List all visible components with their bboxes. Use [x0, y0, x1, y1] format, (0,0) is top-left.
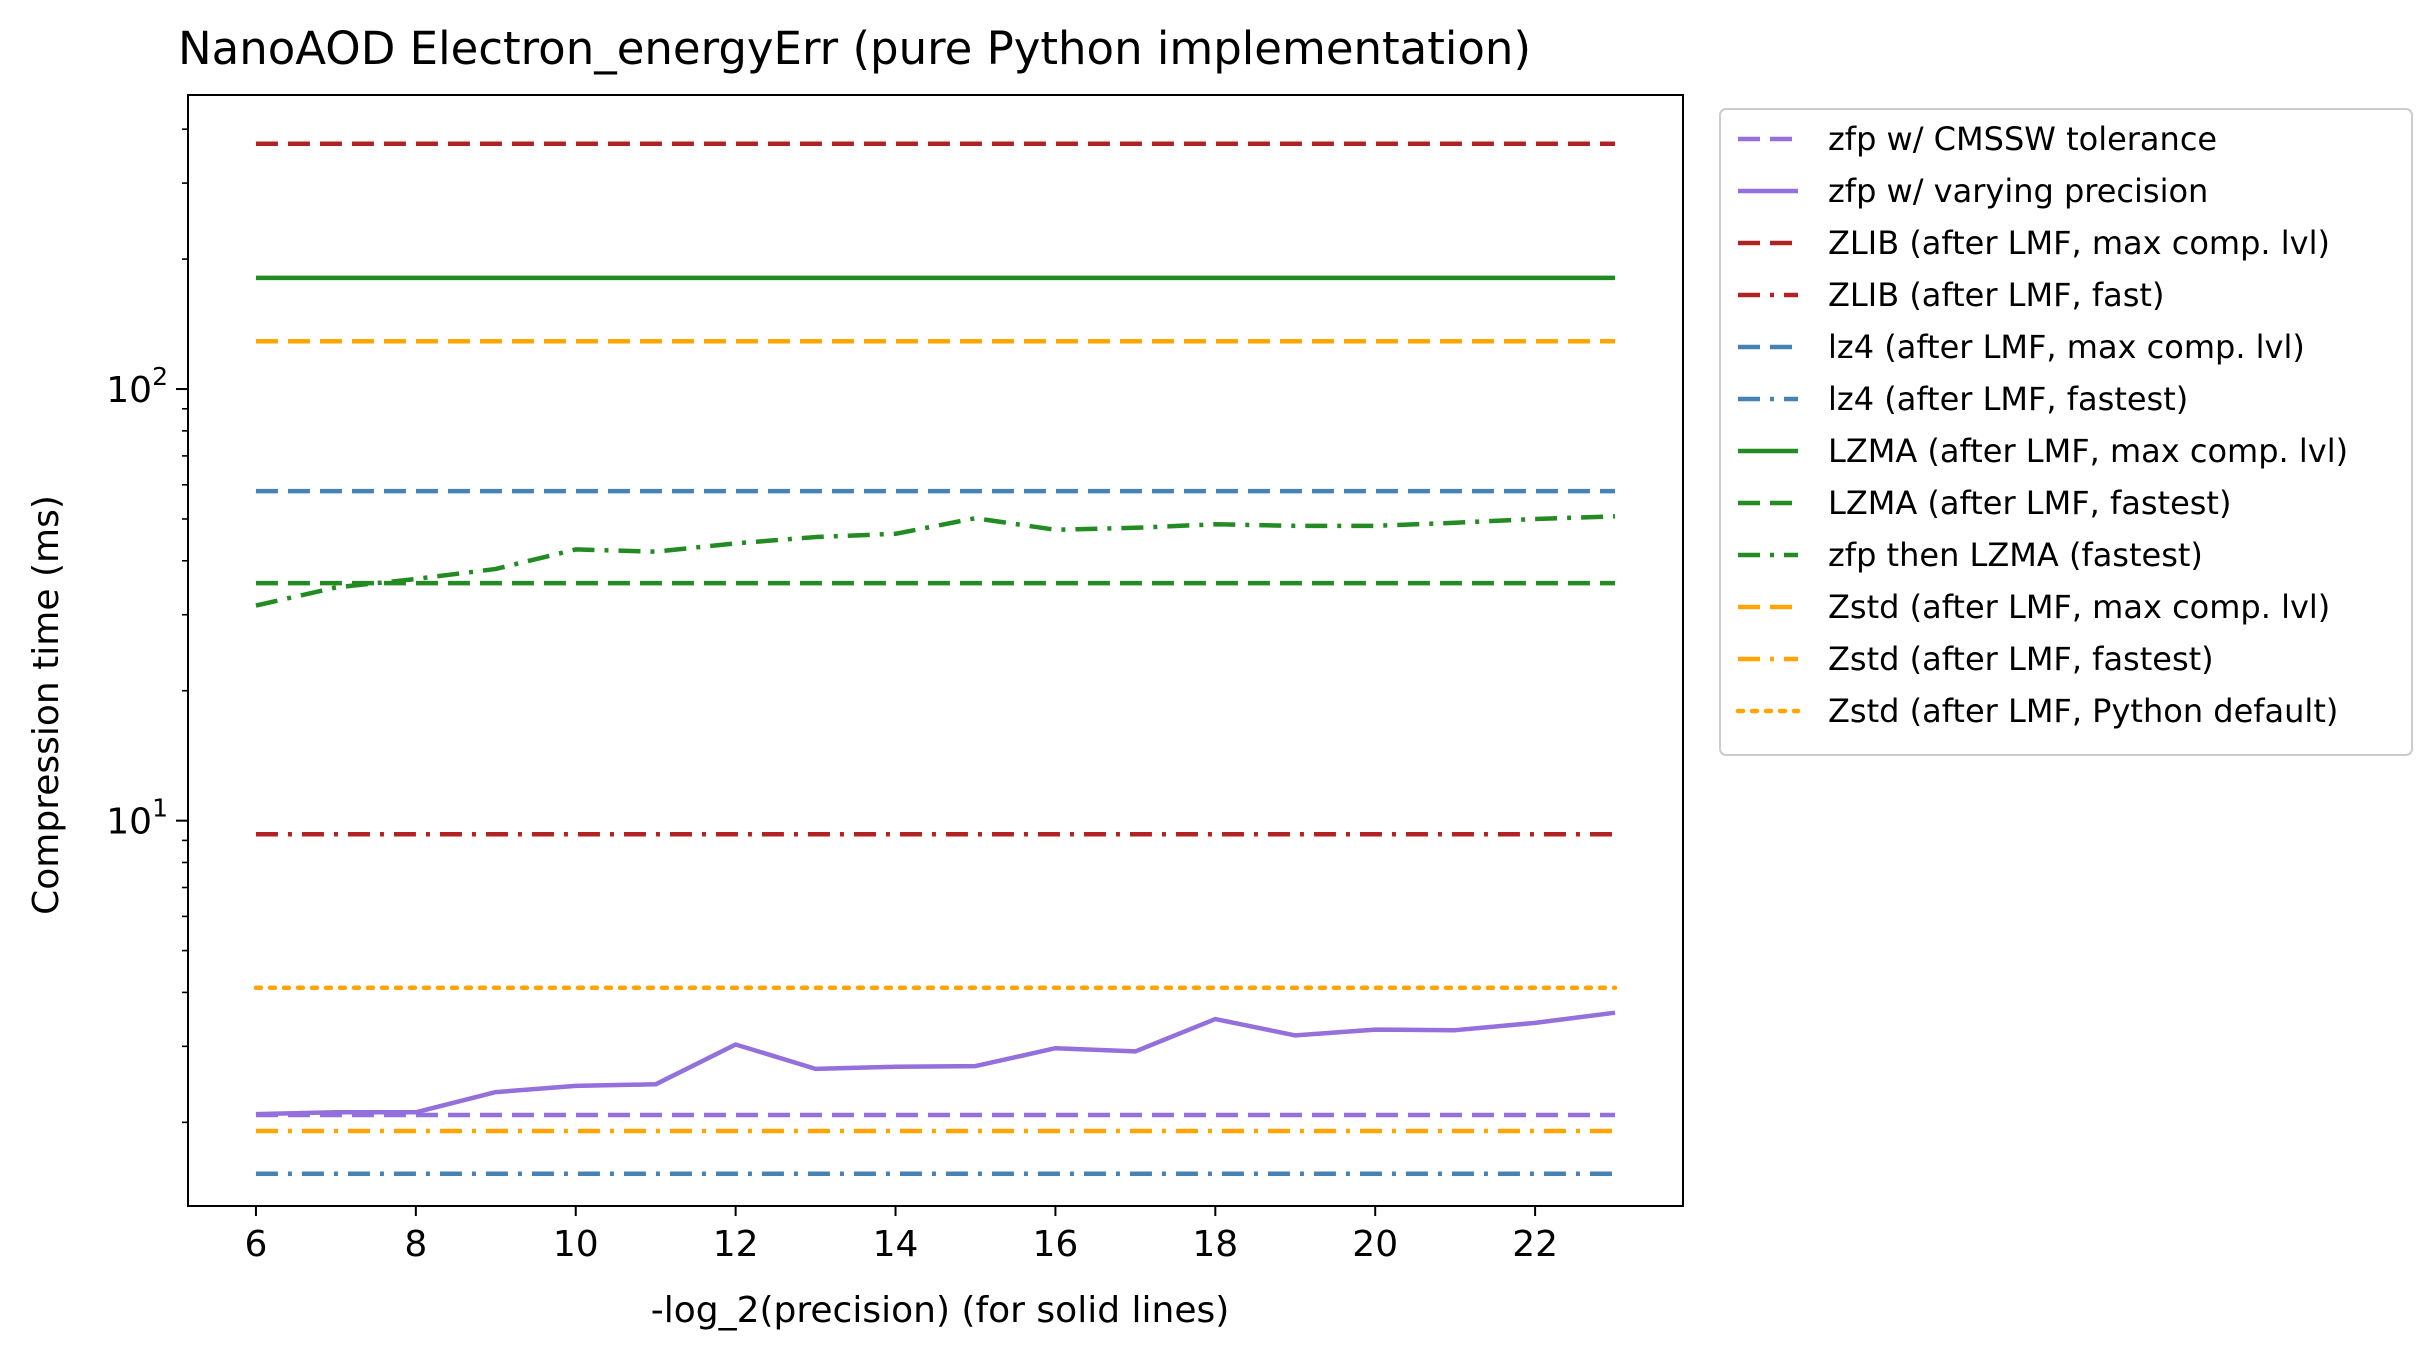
legend-label-3: ZLIB (after LMF, fast): [1828, 276, 2164, 314]
legend-label-2: ZLIB (after LMF, max comp. lvl): [1828, 224, 2330, 262]
x-tick-label-12: 12: [713, 1224, 759, 1265]
legend-label-11: Zstd (after LMF, Python default): [1828, 692, 2338, 730]
y-tick-label-10: 101: [106, 794, 168, 843]
x-tick-label-20: 20: [1352, 1224, 1398, 1265]
legend-label-9: Zstd (after LMF, max comp. lvl): [1828, 588, 2330, 626]
axes-frame: [187, 94, 1684, 1207]
legend-box: [1719, 108, 2413, 756]
series-line-8: [255, 514, 1616, 608]
legend-label-5: lz4 (after LMF, fastest): [1828, 380, 2188, 418]
x-tick-label-10: 10: [553, 1224, 599, 1265]
series-line-1: [255, 1010, 1616, 1117]
legend-label-6: LZMA (after LMF, max comp. lvl): [1828, 432, 2348, 470]
legend-label-1: zfp w/ varying precision: [1828, 172, 2208, 210]
x-axis-label: -log_2(precision) (for solid lines): [651, 1290, 1230, 1331]
x-tick-label-16: 16: [1033, 1224, 1079, 1265]
plot-area: [253, 141, 1618, 1177]
x-tick-label-8: 8: [404, 1224, 427, 1265]
x-tick-label-22: 22: [1512, 1224, 1558, 1265]
legend-label-8: zfp then LZMA (fastest): [1828, 536, 2203, 574]
legend-label-10: Zstd (after LMF, fastest): [1828, 640, 2214, 678]
x-tick-label-14: 14: [873, 1224, 919, 1265]
x-tick-label-18: 18: [1192, 1224, 1238, 1265]
y-tick-label-exponent: 2: [152, 362, 168, 391]
legend-label-4: lz4 (after LMF, max comp. lvl): [1828, 328, 2305, 366]
y-tick-label-base: 10: [106, 802, 152, 843]
y-tick-label-exponent: 1: [152, 794, 168, 823]
legend-label-7: LZMA (after LMF, fastest): [1828, 484, 2231, 522]
legend: zfp w/ CMSSW tolerance zfp w/ varying pre…: [1719, 108, 2413, 756]
chart-title: NanoAOD Electron_energyErr (pure Python …: [178, 22, 1531, 75]
y-tick-label-100: 102: [106, 362, 168, 411]
y-tick-label-base: 10: [106, 370, 152, 411]
series-group: [253, 141, 1618, 1177]
y-axis-label: Compression time (ms): [26, 495, 67, 915]
legend-label-0: zfp w/ CMSSW tolerance: [1828, 120, 2217, 158]
x-tick-label-6: 6: [245, 1224, 268, 1265]
